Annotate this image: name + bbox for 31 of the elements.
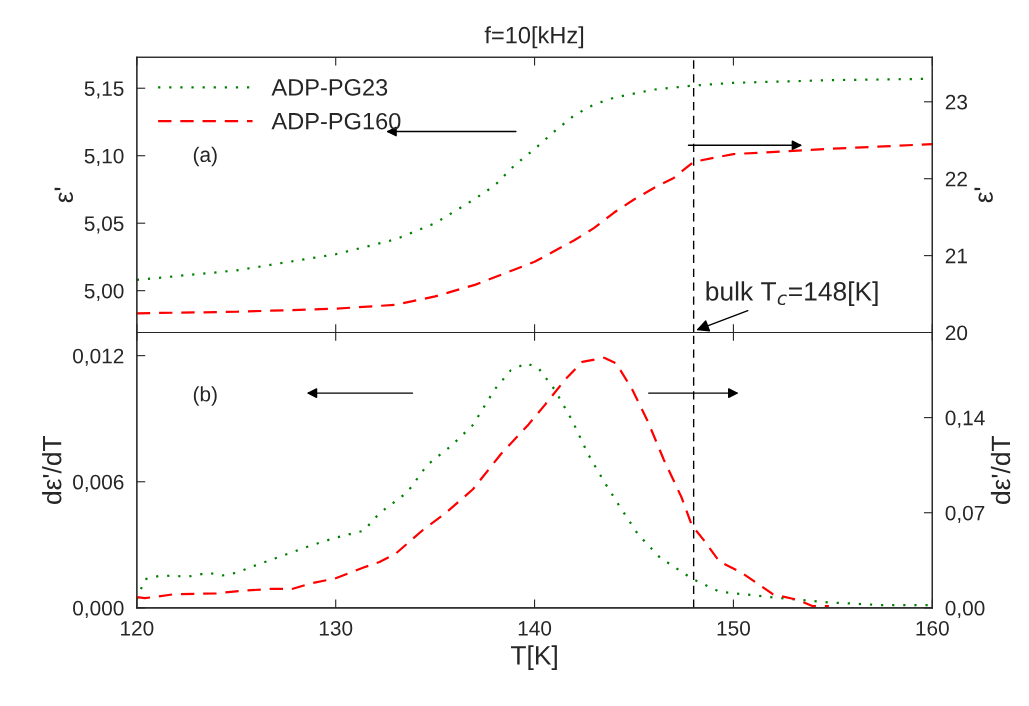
x-tick-label: 160 [916,620,949,636]
annotation: (b) [193,386,217,406]
y-tick-label: 5,00 [84,283,124,301]
x-tick-label: 150 [717,620,750,636]
line-series [136,142,933,315]
chart-title: f=10[kHz] [484,26,584,49]
annotation: bulk T$_{c}$=148[K] [706,281,878,306]
y-tick-label: 5,05 [84,216,124,234]
y2-tick-label: 0,00 [945,600,985,619]
annotation: (a) [193,146,217,167]
x-tick-label: 120 [121,620,154,636]
y-tick-label: 0,012 [73,348,124,366]
y-tick-label: 0,006 [73,474,124,492]
y2-tick-label: 23 [945,94,968,110]
y-tick-label: 5,10 [84,148,124,166]
y2-axis-title: dε'/dT [990,435,1011,504]
y2-tick-label: 21 [945,248,967,264]
y-tick-label: 5,15 [84,81,124,99]
y2-tick-label: 0,07 [945,505,985,523]
y2-tick-label: 22 [945,171,967,187]
legend-label: ADP-PG160 [271,112,401,130]
y-axis-title: ε' [54,187,74,203]
y-axis-title: dε'/dT [42,435,62,504]
y2-axis-title: ε' [974,187,993,203]
legend-label: ADP-PG23 [271,79,388,96]
x-axis-title: T[K] [510,645,557,670]
y-tick-label: 0,000 [73,600,124,619]
x-tick-label: 130 [319,620,353,636]
y2-tick-label: 20 [945,325,968,341]
y2-tick-label: 0,14 [945,410,985,428]
x-tick-label: 140 [518,620,552,636]
